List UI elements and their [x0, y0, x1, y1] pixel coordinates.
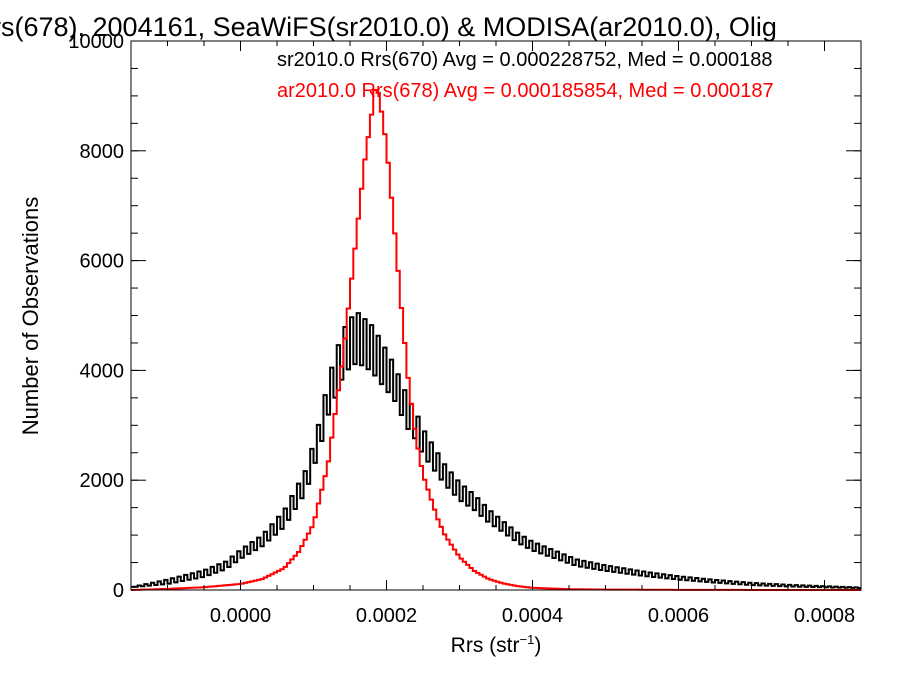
x-axis-label-main: Rrs (str: [451, 634, 520, 657]
chart-title: rs(678), 2004161, SeaWiFS(sr2010.0) & MO…: [0, 12, 777, 42]
y-tick-label: 4000: [80, 360, 125, 382]
x-tick-label: 0.0002: [356, 605, 417, 627]
series-line-0: [131, 312, 861, 590]
series-line-1: [131, 88, 861, 591]
x-tick-label: 0.0006: [648, 605, 709, 627]
x-axis-label-close: ): [534, 634, 541, 657]
series-layer: [131, 88, 861, 591]
x-tick-label: 0.0000: [210, 605, 271, 627]
y-tick-label: 0: [113, 580, 124, 602]
x-axis-label-sup: −1: [520, 632, 535, 647]
y-axis-label: Number of Observations: [18, 197, 43, 435]
annotation-black: sr2010.0 Rrs(670) Avg = 0.000228752, Med…: [277, 49, 773, 71]
y-tick-label: 6000: [80, 251, 125, 273]
x-tick-label: 0.0004: [502, 605, 563, 627]
y-tick-label: 10000: [68, 31, 124, 53]
x-tick-label: 0.0008: [794, 605, 855, 627]
x-axis-label: Rrs (str−1): [451, 632, 542, 657]
plot-frame: [130, 40, 862, 591]
annotation-red: ar2010.0 Rrs(678) Avg = 0.000185854, Med…: [277, 80, 774, 102]
ticks-layer: 0.0000 0.0002 0.0004 0.0006 0.0008 0 2000 4000 6…: [68, 31, 862, 627]
y-tick-label: 2000: [80, 470, 125, 492]
y-tick-label: 8000: [80, 141, 125, 163]
